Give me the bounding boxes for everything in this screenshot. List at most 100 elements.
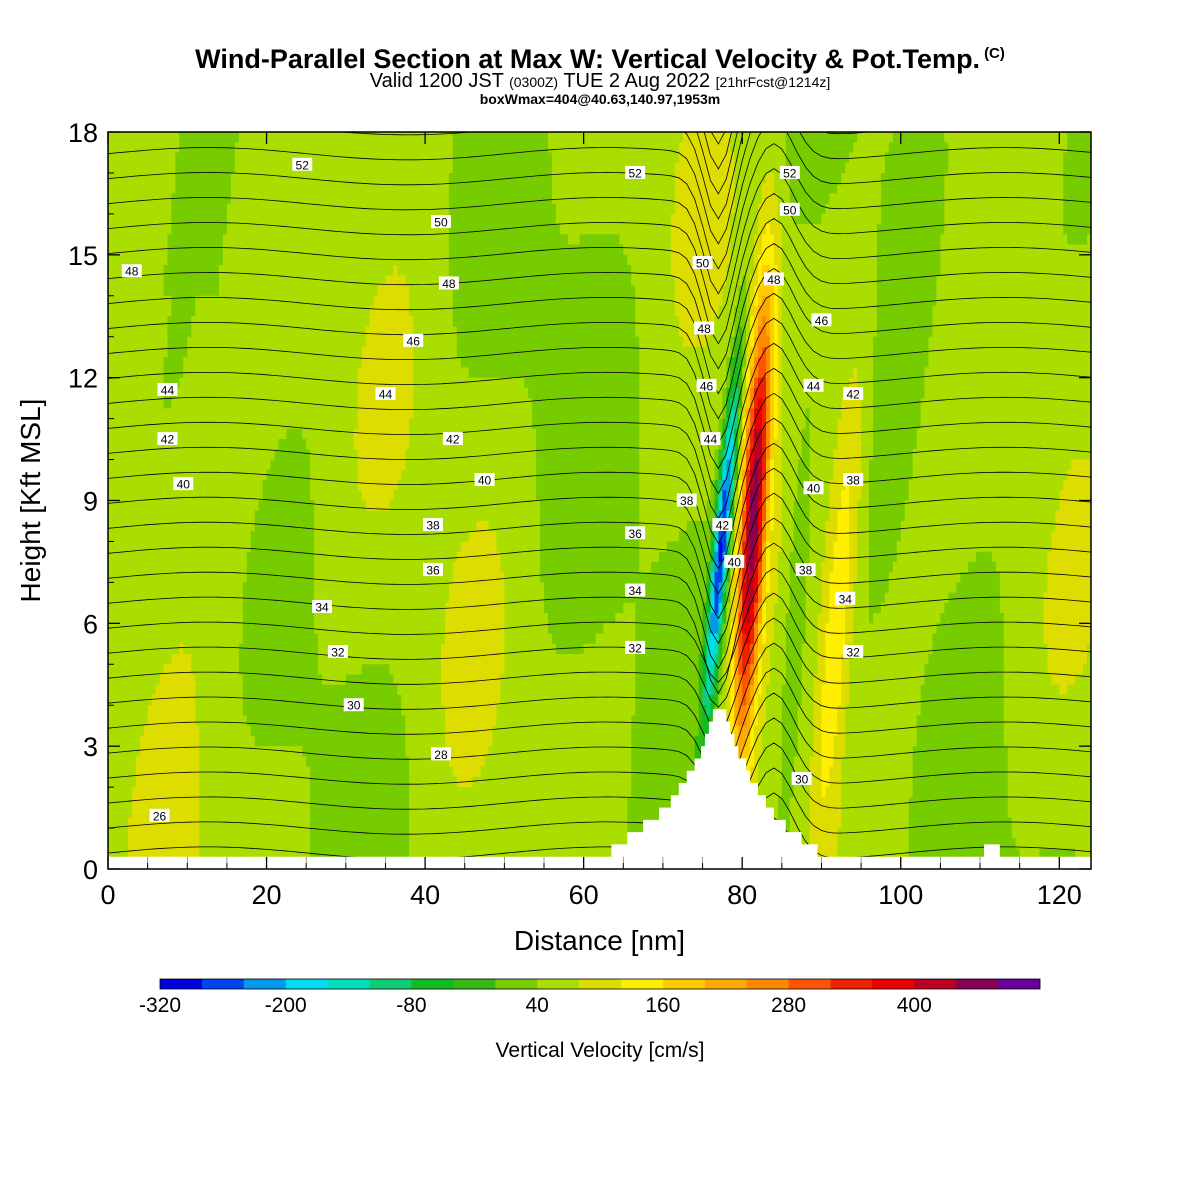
theta-contour-line bbox=[108, 0, 1091, 44]
contour-label: 44 bbox=[803, 378, 824, 393]
x-tick-label: 0 bbox=[100, 880, 115, 910]
colorbar-bin bbox=[662, 979, 706, 989]
x-axis-title: Distance [nm] bbox=[514, 925, 685, 956]
colorbar-bin bbox=[285, 979, 328, 989]
valid-date: TUE 2 Aug 2022 bbox=[563, 70, 711, 92]
colorbar-bin bbox=[411, 979, 454, 989]
contour-label: 40 bbox=[474, 473, 495, 488]
contour-label: 44 bbox=[157, 382, 178, 397]
theta-contour-line bbox=[108, 692, 1091, 808]
theta-contour-line bbox=[108, 367, 1091, 520]
contour-label: 28 bbox=[430, 747, 451, 762]
contour-label: 48 bbox=[438, 276, 459, 291]
colorbar-label: -200 bbox=[265, 994, 307, 1017]
valid-utc: (0300Z) bbox=[509, 74, 559, 90]
contour-label: 42 bbox=[712, 518, 733, 533]
contour-label: 42 bbox=[442, 432, 463, 447]
y-tick-label: 12 bbox=[68, 364, 98, 394]
contour-label: 42 bbox=[157, 432, 178, 447]
theta-contour-line bbox=[108, 168, 1091, 320]
theta-contour-line bbox=[108, 742, 1091, 858]
colorbar-bin bbox=[453, 979, 496, 989]
colorbar-bin bbox=[160, 979, 203, 989]
contour-label: 48 bbox=[763, 272, 784, 287]
forecast-info: [21hrFcst@1214z] bbox=[715, 74, 831, 90]
theta-contour-line bbox=[108, 0, 1091, 119]
theta-contour-line bbox=[108, 243, 1091, 395]
theta-contour-line bbox=[108, 0, 1091, 19]
theta-contour-line bbox=[108, 417, 1091, 570]
theta-contour-line bbox=[108, 517, 1091, 670]
contour-label: 52 bbox=[779, 165, 800, 180]
contour-labels: 52 52 50 48 48 46 44 44 42 42 40 40 38 36 36 34 34 32 32 30… bbox=[121, 157, 864, 823]
theta-contour-line bbox=[108, 0, 1091, 94]
colorbar-bin bbox=[956, 979, 999, 989]
contour-label: 32 bbox=[327, 644, 348, 659]
copyright-mark: (C) bbox=[984, 45, 1005, 62]
colorbar: -320 -200 -80 40 160 280 400 Vertical Velocity … bbox=[139, 978, 1041, 1062]
contour-label: 42 bbox=[843, 387, 864, 402]
contour-label: 30 bbox=[343, 698, 364, 713]
contour-label: 38 bbox=[795, 563, 816, 578]
colorbar-label: 40 bbox=[525, 994, 548, 1017]
y-tick-label: 6 bbox=[83, 609, 98, 639]
theta-contour-line bbox=[108, 143, 1091, 295]
contour-label: 48 bbox=[121, 264, 142, 279]
theta-contour-line bbox=[108, 193, 1091, 345]
theta-contours bbox=[108, 0, 1091, 869]
vertical-velocity-field bbox=[108, 132, 1091, 869]
contour-label: 36 bbox=[625, 526, 646, 541]
contour-label: 50 bbox=[692, 256, 713, 271]
theta-contour-line bbox=[108, 342, 1091, 495]
colorbar-label: 160 bbox=[645, 994, 680, 1017]
colorbar-label: -320 bbox=[139, 994, 181, 1017]
y-tick-label: 0 bbox=[83, 855, 98, 885]
contour-label: 46 bbox=[696, 378, 717, 393]
theta-contour-line bbox=[108, 667, 1091, 783]
colorbar-label: 280 bbox=[771, 994, 806, 1017]
theta-contour-line bbox=[108, 492, 1091, 645]
y-tick-label: 15 bbox=[68, 241, 98, 271]
theta-contour-line bbox=[710, 132, 726, 145]
colorbar-bin bbox=[537, 979, 580, 989]
contour-label: 46 bbox=[403, 333, 424, 348]
theta-contour-line bbox=[108, 132, 1091, 270]
theta-contour-line bbox=[108, 442, 1091, 595]
theta-contour-line bbox=[108, 717, 1091, 833]
x-tick-label: 60 bbox=[569, 880, 599, 910]
colorbar-bin bbox=[579, 979, 622, 989]
colorbar-bin bbox=[914, 979, 957, 989]
contour-label: 34 bbox=[312, 599, 333, 614]
colorbar-bin bbox=[872, 979, 915, 989]
colorbar-bin bbox=[369, 979, 412, 989]
y-tick-label: 3 bbox=[83, 732, 98, 762]
contour-label: 40 bbox=[724, 554, 745, 569]
contour-label: 34 bbox=[835, 591, 856, 606]
theta-contour-line bbox=[108, 292, 1091, 445]
colorbar-bin bbox=[201, 979, 245, 989]
contour-label: 46 bbox=[811, 313, 832, 328]
x-tick-label: 120 bbox=[1037, 880, 1082, 910]
theta-contour-line bbox=[108, 592, 1091, 708]
contour-label: 52 bbox=[292, 157, 313, 172]
contour-label: 26 bbox=[149, 808, 170, 823]
x-tick-label: 80 bbox=[727, 880, 757, 910]
contour-label: 38 bbox=[843, 473, 864, 488]
theta-contour-line bbox=[108, 467, 1091, 620]
x-tick-label: 100 bbox=[878, 880, 923, 910]
colorbar-bin bbox=[243, 979, 287, 989]
theta-contour-line bbox=[108, 317, 1091, 470]
y-axis-title: Height [Kft MSL] bbox=[15, 399, 46, 603]
contour-label: 30 bbox=[791, 771, 812, 786]
theta-contour-line bbox=[108, 542, 1091, 695]
y-tick-label: 18 bbox=[68, 118, 98, 148]
contour-label: 38 bbox=[676, 493, 697, 508]
colorbar-bin bbox=[704, 979, 747, 989]
contour-label: 40 bbox=[803, 481, 824, 496]
colorbar-bin bbox=[830, 979, 873, 989]
colorbar-label: -80 bbox=[396, 994, 426, 1017]
theta-contour-line bbox=[108, 218, 1091, 370]
theta-contour-line bbox=[108, 268, 1091, 420]
contour-label: 44 bbox=[375, 387, 396, 402]
